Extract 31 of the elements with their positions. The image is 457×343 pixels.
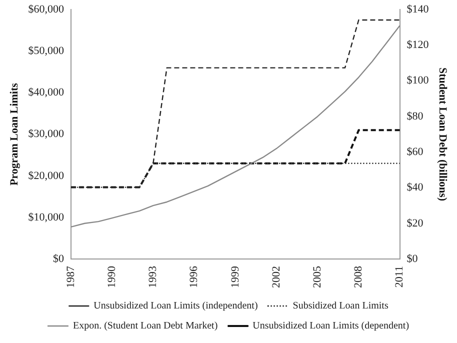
y2-tick-label: $100 (406, 74, 430, 87)
line-series (70, 19, 400, 188)
y-tick-label: $30,000 (28, 128, 64, 140)
y-tick-label: $50,000 (28, 45, 64, 58)
y-tick-label: $20,000 (28, 170, 64, 182)
x-tick-label: 1993 (147, 266, 160, 288)
y2-axis-title: Student Loan Debt (billions) (436, 68, 449, 202)
x-tick-label: 2005 (311, 266, 324, 288)
y2-tick-label: $20 (406, 217, 424, 230)
y2-tick-label: $80 (406, 110, 424, 122)
y-tick-label: $60,000 (28, 3, 64, 16)
y-tick-label: $10,000 (28, 211, 64, 224)
x-tick-label: 2008 (352, 266, 365, 288)
y-axis-title: Program Loan Limits (8, 82, 20, 186)
legend-label: Expon. (Student Loan Debt Market) (72, 320, 218, 332)
x-tick-label: 2011 (394, 266, 406, 288)
x-tick-label: 2002 (270, 266, 282, 288)
y2-tick-label: $40 (406, 182, 424, 194)
x-tick-label: 1987 (64, 266, 77, 288)
y-tick-label: $40,000 (28, 86, 64, 99)
legend-label: Subsidized Loan Limits (292, 300, 388, 312)
y2-tick-label: $60 (406, 146, 424, 158)
y2-tick-label: $0 (406, 252, 418, 265)
y-tick-label: $0 (52, 252, 64, 265)
x-tick-label: 1999 (229, 266, 242, 288)
legend-label: Unsubsidized Loan Limits (independent) (94, 300, 258, 312)
y2-tick-label: $120 (406, 39, 430, 52)
x-tick-label: 1996 (188, 266, 200, 288)
legend-label: Unsubsidized Loan Limits (dependent) (252, 320, 410, 332)
y2-tick-label: $140 (406, 3, 430, 16)
x-tick-label: 1990 (106, 266, 118, 288)
